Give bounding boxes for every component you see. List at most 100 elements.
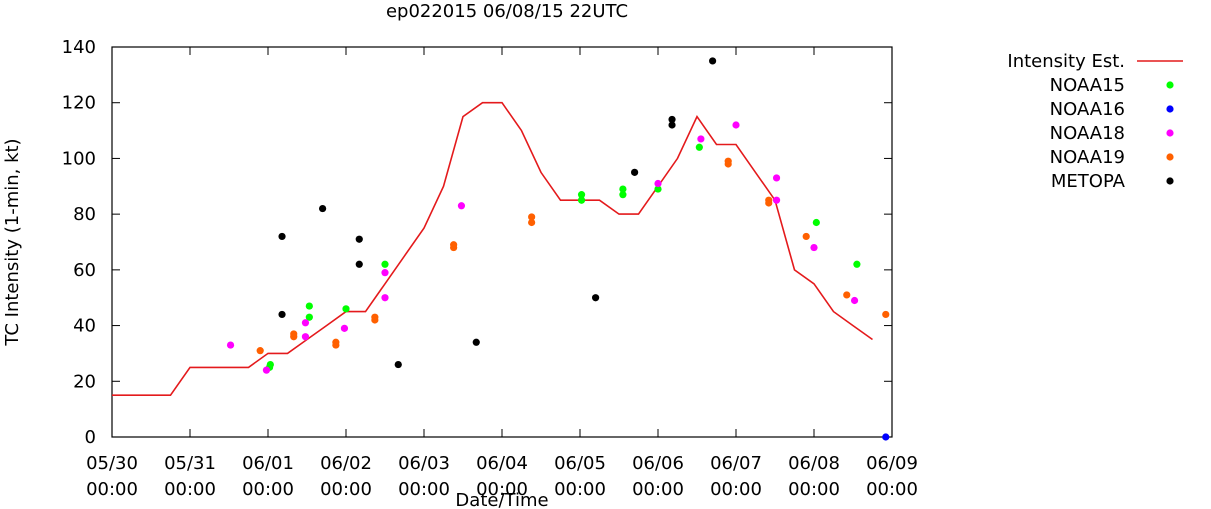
point-noaa19 [843, 291, 851, 299]
x-axis-label: Date/Time [455, 490, 548, 509]
point-noaa18 [850, 296, 859, 305]
point-noaa18 [772, 196, 781, 204]
point-noaa15 [654, 185, 662, 193]
x-tick-label-date: 06/08 [788, 453, 840, 474]
x-tick-label-date: 06/03 [398, 453, 450, 474]
x-tick-label-date: 06/05 [554, 453, 606, 474]
series-layer [112, 57, 890, 441]
point-noaa15 [577, 191, 586, 199]
point-noaa19 [371, 316, 379, 324]
point-noaa15 [695, 143, 703, 151]
legend-swatch-noaa15 [1166, 81, 1174, 89]
point-metopa [355, 260, 363, 268]
chart-title: ep022015 06/08/15 22UTC [386, 1, 628, 22]
legend-swatch-noaa18 [1166, 129, 1174, 137]
x-tick-label-date: 05/31 [164, 453, 216, 474]
x-tick-label-date: 06/01 [242, 453, 294, 474]
x-tick-label-time: 00:00 [164, 479, 216, 500]
point-noaa15 [305, 313, 313, 321]
point-metopa [278, 310, 286, 319]
point-noaa18 [697, 135, 705, 143]
point-metopa [668, 121, 676, 129]
point-metopa [394, 360, 402, 369]
point-noaa18 [654, 179, 662, 188]
x-tick-label-time: 00:00 [476, 479, 528, 500]
y-tick-label: 100 [62, 148, 96, 169]
point-noaa18 [301, 333, 310, 341]
y-axis: 0 20 40 60 80 100 120 140 [62, 37, 892, 448]
x-tick-label-time: 00:00 [86, 479, 138, 500]
point-noaa15 [619, 185, 627, 193]
x-tick-label-date: 06/04 [476, 453, 528, 474]
point-noaa19 [528, 218, 536, 227]
point-noaa15 [342, 305, 350, 313]
legend-label-metopa: METOPA [1051, 171, 1126, 192]
x-tick-label-date: 06/02 [320, 453, 372, 474]
x-tick-label-time: 00:00 [398, 479, 450, 500]
point-metopa [319, 204, 327, 213]
x-tick-label-time: 00:00 [710, 479, 762, 500]
point-noaa19 [450, 243, 458, 252]
point-noaa15 [577, 196, 586, 204]
point-noaa16 [882, 433, 890, 441]
x-axis: 05/30 00:00 05/31 00:00 06/01 00:00 06/02 00:00… [86, 47, 918, 500]
x-tick-label-time: 00:00 [320, 479, 372, 500]
y-tick-label: 20 [73, 371, 96, 392]
point-noaa18 [301, 319, 310, 327]
legend-label-noaa15: NOAA15 [1050, 75, 1125, 96]
y-tick-label: 40 [73, 316, 96, 337]
legend-swatch-noaa19 [1166, 153, 1174, 161]
legend-label-noaa18: NOAA18 [1050, 123, 1125, 144]
point-noaa19 [765, 199, 773, 207]
point-noaa19 [256, 347, 264, 355]
x-tick-label-time: 00:00 [242, 479, 294, 500]
y-tick-label: 120 [62, 93, 96, 114]
point-noaa19 [802, 232, 810, 241]
x-tick-label-date: 06/09 [866, 453, 918, 474]
y-tick-label: 0 [85, 427, 96, 448]
series-line-intensity-est [112, 101, 873, 396]
point-noaa19 [882, 310, 890, 319]
legend-swatch-metopa [1166, 177, 1174, 185]
point-noaa19 [332, 341, 340, 349]
point-metopa [668, 115, 676, 124]
plot-frame [111, 46, 893, 438]
point-noaa18 [381, 269, 389, 277]
point-noaa18 [732, 121, 740, 129]
x-tick-label-date: 06/07 [710, 453, 762, 474]
legend-label-intensity-est: Intensity Est. [1007, 51, 1125, 72]
point-noaa18 [810, 243, 818, 252]
y-axis-label: TC Intensity (1-min, kt) [2, 138, 23, 346]
x-tick-label-time: 00:00 [554, 479, 606, 500]
point-metopa [592, 294, 600, 302]
x-tick-label-date: 06/06 [632, 453, 684, 474]
x-tick-label-date: 05/30 [86, 453, 138, 474]
legend-label-noaa19: NOAA19 [1050, 147, 1125, 168]
point-noaa15 [381, 260, 389, 268]
y-tick-label: 140 [62, 37, 96, 58]
point-noaa18 [340, 324, 349, 332]
y-tick-label: 80 [73, 204, 96, 225]
x-tick-label-time: 00:00 [866, 479, 918, 500]
point-noaa15 [305, 302, 313, 310]
point-noaa18 [381, 294, 389, 302]
point-noaa15 [853, 260, 861, 268]
point-noaa19 [528, 213, 536, 221]
legend: Intensity Est. NOAA15 NOAA16 NOAA18 NOAA19 ME… [1007, 51, 1183, 192]
legend-swatch-noaa16 [1166, 105, 1174, 113]
y-tick-label: 60 [73, 260, 96, 281]
point-metopa [472, 338, 480, 346]
point-metopa [709, 57, 717, 65]
point-noaa19 [290, 333, 298, 341]
point-noaa18 [226, 341, 235, 349]
point-noaa15 [812, 218, 820, 227]
point-noaa15 [619, 191, 627, 199]
legend-label-noaa16: NOAA16 [1050, 99, 1125, 120]
point-metopa [355, 235, 363, 243]
point-noaa18 [262, 366, 271, 374]
point-noaa18 [457, 202, 466, 210]
point-metopa [278, 232, 286, 241]
point-metopa [631, 168, 639, 176]
x-tick-label-time: 00:00 [788, 479, 840, 500]
